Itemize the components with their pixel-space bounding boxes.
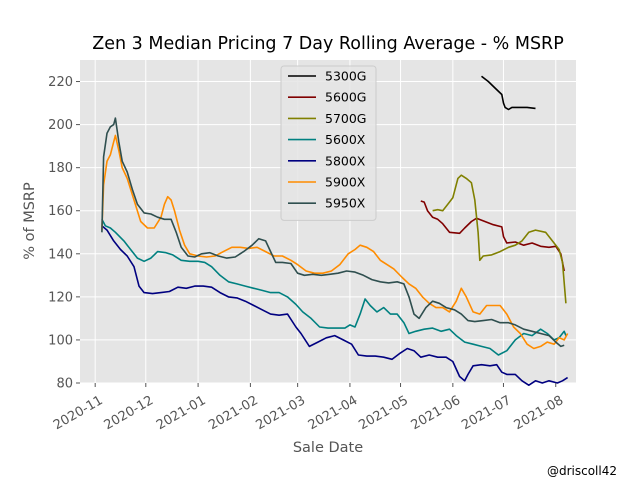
legend-label: 5300G — [325, 69, 367, 84]
x-tick-label: 2021-03 — [253, 393, 308, 433]
chart-title: Zen 3 Median Pricing 7 Day Rolling Avera… — [92, 34, 564, 54]
x-axis-ticks: 2020-112020-122021-012021-022021-032021-… — [51, 383, 566, 433]
y-axis-label: % of MSRP — [22, 182, 38, 260]
credit-text: @driscoll42 — [547, 464, 617, 478]
y-axis-ticks: 80 100 120 140 160 180 200 220 — [48, 75, 80, 392]
series-line-5800x — [101, 225, 569, 387]
x-tick-label: 2021-04 — [306, 393, 361, 433]
x-tick-label: 2020-11 — [51, 393, 106, 433]
y-tick-label: 160 — [48, 204, 73, 219]
x-tick-label: 2021-02 — [206, 393, 261, 433]
y-tick-label: 220 — [48, 75, 73, 90]
y-tick-label: 200 — [48, 118, 73, 133]
legend-label: 5900X — [325, 175, 366, 190]
series-line-5700g — [432, 174, 567, 304]
series-line-5600g — [420, 200, 565, 272]
grid — [80, 60, 576, 384]
legend-label: 5600X — [325, 132, 366, 147]
series-line-5900x — [101, 134, 569, 350]
series-line-5600x — [101, 218, 567, 356]
y-tick-label: 120 — [48, 290, 73, 305]
series-line-5300g — [481, 75, 536, 111]
x-tick-label: 2021-01 — [154, 393, 209, 433]
legend-label: 5800X — [325, 153, 366, 168]
x-tick-label: 2021-07 — [459, 393, 514, 433]
legend-label: 5700G — [325, 111, 367, 126]
legend-label: 5950X — [325, 196, 366, 211]
y-tick-label: 180 — [48, 161, 73, 176]
y-tick-label: 80 — [56, 377, 73, 392]
legend-label: 5600G — [325, 90, 367, 105]
legend: 5300G 5600G 5700G 5600X 5800X 5900X 5950X — [280, 65, 377, 221]
x-tick-label: 2021-06 — [409, 393, 464, 433]
x-tick-label: 2021-08 — [512, 393, 567, 433]
x-axis-label: Sale Date — [293, 440, 363, 456]
series-line-5950x — [101, 117, 565, 348]
x-tick-label: 2021-05 — [356, 393, 411, 433]
series-group — [101, 75, 569, 387]
x-tick-label: 2020-12 — [102, 393, 157, 433]
y-tick-label: 100 — [48, 333, 73, 348]
y-tick-label: 140 — [48, 247, 73, 262]
